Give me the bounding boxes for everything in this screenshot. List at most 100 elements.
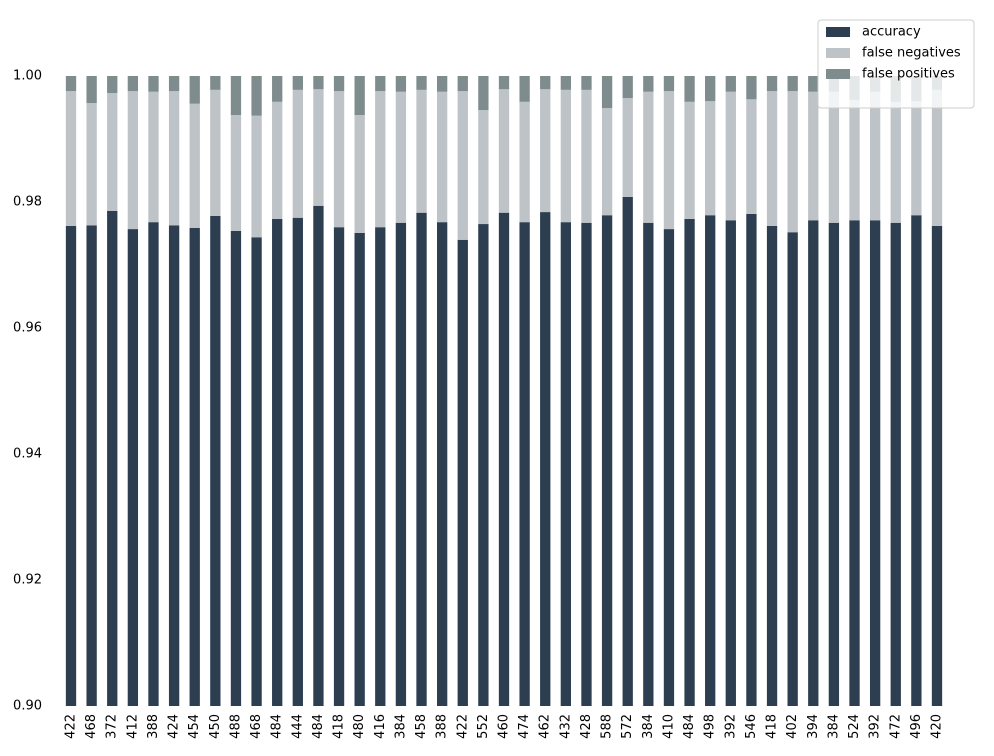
bar-segment [787, 232, 798, 707]
bar-segment [292, 217, 303, 706]
x-tick-label: 484 [311, 714, 326, 739]
x-tick-label: 460 [497, 714, 512, 739]
x-tick-label: 402 [785, 714, 800, 739]
y-tick-label: 0.94 [13, 447, 42, 462]
x-tick-label: 480 [352, 714, 367, 739]
legend-swatch [826, 48, 850, 58]
bar-segment [519, 101, 530, 223]
bar-segment [540, 89, 551, 213]
x-tick-label: 410 [661, 714, 676, 739]
bar-segment [684, 101, 695, 220]
bar-segment [86, 103, 97, 226]
bar-segment [643, 91, 654, 223]
bar-segment [189, 103, 200, 228]
bar-segment [210, 215, 221, 707]
bar-segment [272, 101, 283, 220]
bar-segment [890, 101, 901, 223]
x-tick-label: 454 [187, 714, 202, 739]
bar-segment [375, 91, 386, 228]
x-tick-label: 388 [435, 714, 450, 739]
bar-segment [375, 76, 386, 92]
y-tick-label: 1.00 [13, 69, 42, 84]
bar-segment [828, 91, 840, 223]
x-tick-label: 432 [558, 714, 573, 739]
bar-segment [601, 76, 613, 109]
bar-segment [498, 89, 510, 213]
bar-segment [127, 229, 139, 706]
x-tick-label: 468 [84, 714, 99, 739]
bar-segment [828, 222, 840, 707]
legend-swatch [826, 27, 850, 37]
bar-segment [663, 229, 675, 706]
x-tick-label: 444 [290, 714, 305, 739]
bar-segment [869, 91, 881, 221]
bar-segment [911, 101, 922, 216]
x-tick-label: 418 [332, 714, 347, 739]
bar-segment [65, 91, 77, 226]
bar-segment [65, 225, 77, 706]
x-tick-label: 484 [682, 714, 697, 739]
bar-segment [931, 89, 943, 226]
bar-segment [354, 76, 365, 116]
x-tick-label: 372 [105, 714, 120, 739]
bar-segment [230, 76, 242, 116]
bar-segment [622, 98, 633, 197]
bar-segment [168, 225, 180, 706]
bar-segment [725, 76, 736, 92]
x-tick-label: 428 [579, 714, 594, 739]
bar-segment [416, 89, 427, 213]
x-tick-label: 588 [600, 714, 615, 739]
x-tick-label: 488 [228, 714, 243, 739]
bar-segment [705, 215, 716, 707]
x-tick-label: 416 [373, 714, 388, 739]
x-tick-label: 384 [641, 714, 656, 739]
bar-segment [168, 76, 180, 92]
x-tick-label: 458 [414, 714, 429, 739]
bar-segment [148, 91, 159, 223]
bar-segment [313, 76, 324, 90]
bar-segment [127, 76, 139, 92]
bar-segment [684, 219, 695, 706]
bar-segment [416, 76, 427, 90]
bar-segment [436, 222, 448, 706]
bar-segment [251, 115, 262, 238]
bar-segment [890, 222, 901, 707]
bar-segment [766, 76, 778, 92]
bar-segment [107, 210, 118, 706]
legend-swatch [826, 69, 850, 79]
x-tick-label: 424 [167, 714, 182, 739]
x-tick-label: 468 [249, 714, 264, 739]
bar-segment [272, 76, 283, 102]
x-tick-label: 384 [393, 714, 408, 739]
bar-segment [931, 225, 943, 706]
bar-segment [766, 91, 778, 226]
x-tick-label: 384 [826, 714, 841, 739]
x-tick-label: 496 [909, 714, 924, 739]
legend-label: accuracy [862, 25, 921, 40]
bar-segment [746, 99, 757, 214]
bar-segment [725, 91, 736, 221]
x-tick-label: 498 [703, 714, 718, 739]
bar-segment [107, 93, 118, 211]
bar-segment [705, 101, 716, 216]
bar-segment [292, 76, 303, 90]
bar-segment [849, 220, 860, 706]
x-tick-label: 450 [208, 714, 223, 739]
y-tick-label: 0.96 [13, 321, 42, 336]
bar-segment [354, 115, 365, 233]
bar-segment [808, 91, 819, 221]
x-tick-label: 412 [125, 714, 140, 739]
bar-segment [808, 76, 819, 92]
x-tick-label: 388 [146, 714, 161, 739]
x-tick-label: 392 [868, 714, 883, 739]
bar-segment [766, 225, 778, 706]
bar-segment [581, 76, 592, 90]
bar-segment [457, 239, 468, 707]
bar-segment [725, 220, 736, 706]
bar-segment [705, 76, 716, 102]
bar-segment [581, 89, 592, 223]
y-tick-label: 0.90 [13, 699, 42, 714]
y-tick-label: 0.92 [13, 573, 42, 588]
bar-segment [333, 227, 345, 706]
